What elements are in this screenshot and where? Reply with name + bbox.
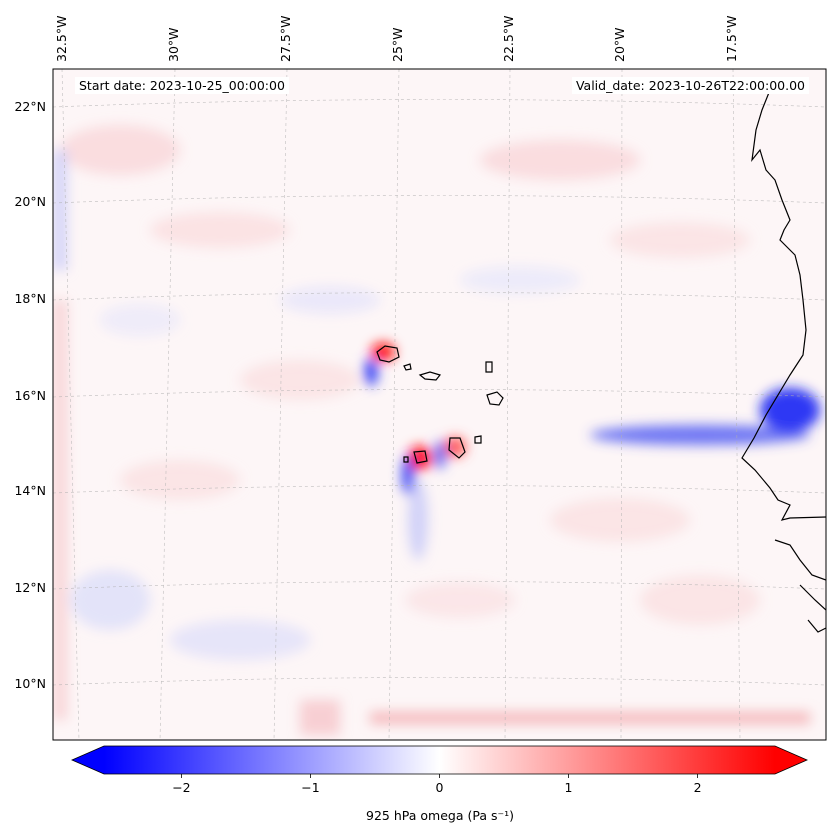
colorbar-extend-high [775,746,807,774]
graticule [53,69,826,740]
lon-label-22-5w: 22.5°W [501,15,516,62]
colorbar-body [104,746,775,774]
parallel-line [53,195,826,204]
island-outline-maio [474,435,482,444]
colorbar [71,745,808,778]
colorbar-label: 925 hPa omega (Pa s⁻¹) [366,808,514,823]
omega-blob [550,498,690,542]
omega-blob [480,140,640,180]
omega-blob [280,286,380,314]
omega-blob [100,304,180,336]
meridian-line [159,69,176,740]
island-outline-sao-nicolau [418,371,442,381]
omega-blob [610,222,750,258]
africa-coastline [807,619,826,633]
omega-edge-strip [53,300,67,720]
parallel-line [53,292,826,301]
lat-label-14n: 14°N [14,483,46,498]
island-outline-sao-vicente [403,363,412,371]
omega-island-plume [408,480,428,560]
island-outline-santo-antao [376,345,400,363]
meridian-line [61,69,80,740]
omega-blob [150,212,290,248]
colorbar-tick-label: −1 [301,780,320,795]
omega-edge-strip [370,712,810,724]
africa-coastline [799,584,826,611]
lat-label-12n: 12°N [14,580,46,595]
colorbar-tick-label: −2 [172,780,191,795]
colorbar-ticks [181,774,698,778]
colorbar-tick-label: 0 [435,780,444,795]
lon-label-17-5w: 17.5°W [724,15,739,62]
valid-date-annotation: Valid_date: 2023-10-26T22:00:00.00 [571,77,809,94]
lat-label-10n: 10°N [14,676,46,691]
parallel-line [53,99,826,108]
lon-label-20w: 20°W [612,27,627,62]
lat-label-20n: 20°N [14,194,46,209]
lat-label-18n: 18°N [14,291,46,306]
lon-label-32-5w: 32.5°W [54,15,69,62]
lat-label-16n: 16°N [14,388,46,403]
lon-label-30w: 30°W [166,27,181,62]
island-outline-sal [485,361,493,373]
omega-edge-strip [53,150,67,270]
lon-label-27-5w: 27.5°W [278,15,293,62]
meridian-line [388,69,400,740]
omega-edge-strip [300,700,340,735]
omega-blob [460,266,580,294]
meridian-line [504,69,511,740]
colorbar-extend-low [72,746,104,774]
island-outline-santiago [448,437,466,459]
omega-blob [240,360,360,400]
island-outline-fogo [413,450,428,464]
omega-blob [70,570,150,630]
omega-blob [640,575,760,625]
omega-blob [120,460,240,500]
omega-island-couplet [364,358,378,386]
lat-label-22n: 22°N [14,99,46,114]
omega-blob [405,582,515,618]
meridian-line [273,69,288,740]
parallel-line [53,485,826,494]
colorbar-tick-label: 2 [693,780,702,795]
omega-blob [60,125,180,175]
colorbar-tick-label: 1 [564,780,573,795]
omega-blob [170,620,310,660]
map-background [53,69,826,740]
omega-island-couplet [434,441,446,469]
colorbar-frame [71,745,808,775]
island-outline-brava [403,456,409,463]
coastlines [376,89,826,633]
omega-island-couplet [371,343,395,361]
map-panel [53,69,826,740]
lon-label-25w: 25°W [390,27,405,62]
omega-ascent-band [590,425,810,445]
start-date-annotation: Start date: 2023-10-25_00:00:00 [75,77,289,94]
africa-coastline [741,89,826,521]
island-outline-boa-vista [486,391,504,406]
meridian-line [732,69,741,740]
parallel-line [53,677,826,686]
map-frame [52,68,827,741]
africa-coastline [774,539,826,581]
parallel-line [53,581,826,590]
meridian-line [620,69,623,740]
omega-island-couplet [402,455,414,495]
parallel-line [53,389,826,398]
